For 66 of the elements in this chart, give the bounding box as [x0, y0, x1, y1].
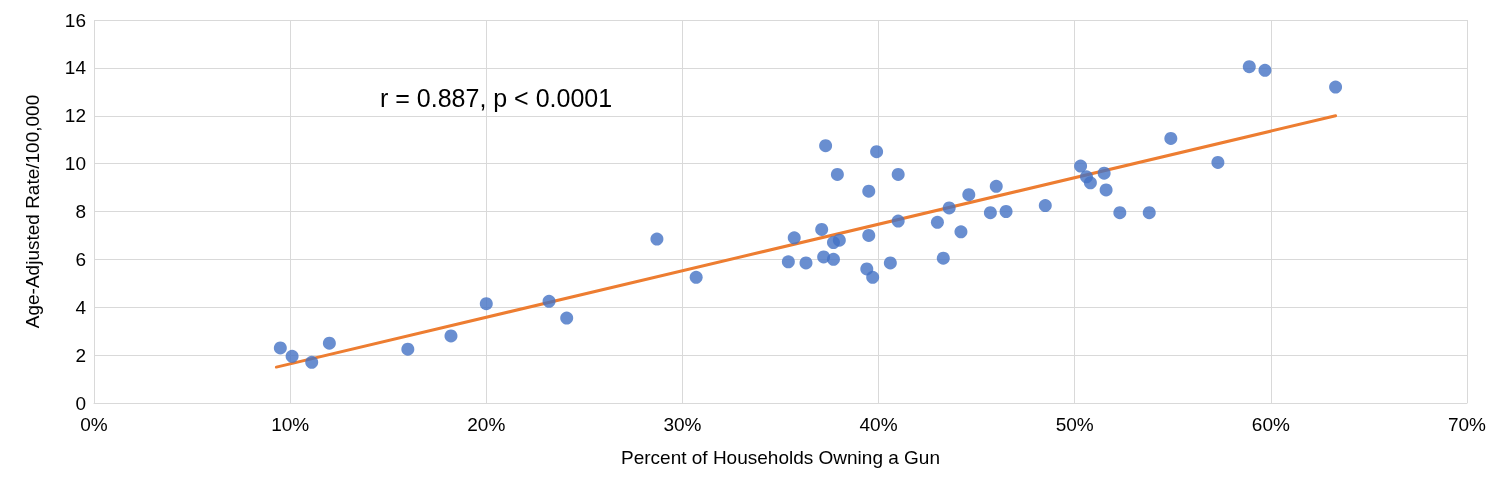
point: [781, 255, 795, 269]
y-tick-label: 4: [75, 296, 87, 318]
point: [1083, 176, 1097, 190]
point: [1329, 80, 1343, 94]
point: [650, 232, 664, 246]
point: [560, 311, 574, 325]
point: [826, 252, 840, 266]
point: [1038, 199, 1052, 213]
point: [870, 145, 884, 159]
y-tick-label: 6: [75, 248, 86, 270]
point: [954, 225, 968, 239]
x-tick-label: 20%: [467, 414, 506, 435]
point: [936, 251, 950, 265]
y-tick-label: 0: [75, 392, 86, 414]
point: [401, 342, 415, 356]
y-tick-label: 14: [64, 57, 87, 79]
point: [1164, 131, 1178, 145]
point: [1097, 166, 1111, 180]
point: [891, 167, 905, 181]
point: [942, 201, 956, 215]
y-tick-label: 16: [64, 9, 86, 31]
x-tick-label: 10%: [271, 414, 310, 435]
point: [866, 270, 880, 284]
point: [819, 139, 833, 153]
point: [787, 231, 801, 245]
point: [479, 297, 493, 311]
x-tick-label: 70%: [1447, 414, 1487, 435]
y-tick-label: 8: [75, 201, 86, 222]
point: [815, 222, 829, 236]
point: [830, 167, 844, 181]
point: [832, 233, 846, 247]
y-tick-label: 12: [64, 105, 86, 127]
point: [444, 329, 458, 343]
x-tick-label: 30%: [663, 414, 702, 435]
annotation: r = 0.887, p < 0.0001: [380, 83, 613, 112]
point: [273, 341, 287, 355]
x-tick-label: 40%: [859, 414, 898, 435]
point: [891, 214, 905, 228]
point: [689, 270, 703, 284]
point: [999, 205, 1013, 218]
y-axis-title: Age-Adjusted Rate/100,000: [22, 94, 43, 329]
point: [983, 206, 997, 220]
point: [799, 256, 813, 270]
y-tick-label: 10: [64, 153, 86, 175]
x-tick-label: 60%: [1251, 414, 1290, 435]
y-tick-label: 2: [75, 344, 86, 366]
point: [285, 349, 299, 363]
x-tick-label: 50%: [1055, 414, 1094, 435]
point: [862, 228, 876, 242]
point: [1113, 206, 1127, 220]
point: [883, 256, 897, 270]
point: [542, 294, 556, 308]
point: [1074, 159, 1088, 173]
point: [305, 355, 319, 369]
point: [862, 184, 876, 198]
x-axis-title: Percent of Households Owning a Gun: [621, 447, 940, 468]
point: [1142, 206, 1156, 220]
point: [1258, 63, 1272, 77]
point: [989, 179, 1003, 193]
point: [1099, 183, 1113, 197]
point: [1211, 155, 1225, 169]
point: [930, 215, 944, 229]
point: [322, 336, 336, 350]
x-tick-label: 0%: [80, 414, 108, 435]
point: [962, 188, 976, 202]
point: [1242, 60, 1256, 74]
